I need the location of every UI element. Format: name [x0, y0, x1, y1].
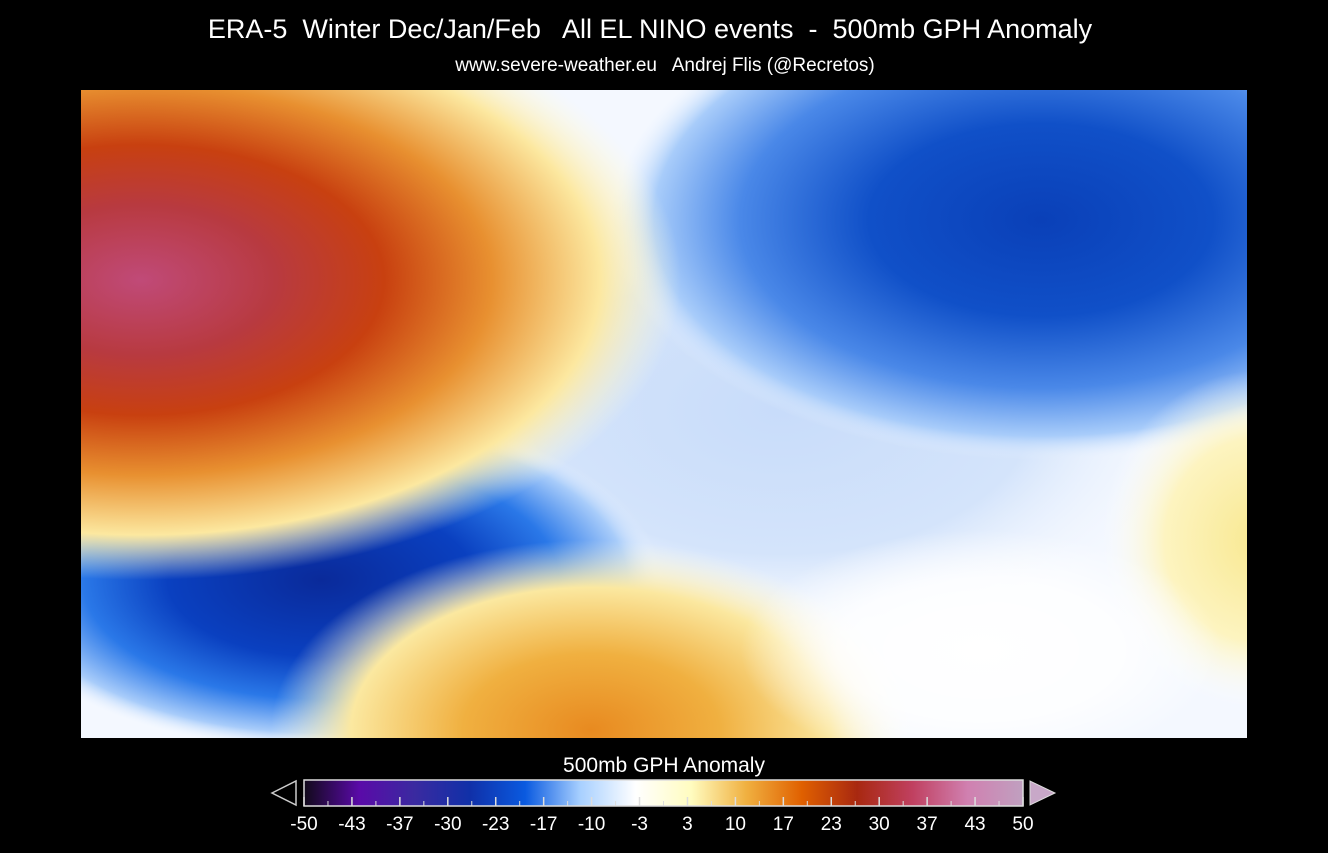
colorbar-over-arrow	[1029, 780, 1057, 806]
colorbar-tick-label: 30	[868, 814, 890, 835]
colorbar-tick-label: 50	[1012, 814, 1034, 835]
middle-east-neutral	[81, 90, 1247, 738]
colorbar-tick-label: -50	[290, 814, 318, 835]
colorbar-tick-label: 17	[772, 814, 794, 835]
chart-title: ERA-5 Winter Dec/Jan/Feb All EL NINO eve…	[207, 14, 1093, 44]
anomaly-map	[81, 90, 1247, 738]
colorbar	[270, 779, 1057, 807]
colorbar-tick-label: 37	[916, 814, 938, 835]
colorbar-tick-label: -37	[386, 814, 414, 835]
colorbar-tick-label: 23	[820, 814, 842, 835]
colorbar-label: 500mb GPH Anomaly	[563, 754, 765, 777]
colorbar-tick-label: 3	[682, 814, 693, 835]
colorbar-tick-label: -10	[577, 814, 606, 835]
colorbar-tick-label: 43	[964, 814, 986, 835]
colorbar-tick-label: 10	[724, 814, 746, 835]
colorbar-under-arrow	[270, 779, 297, 807]
colorbar-tick-label: -30	[434, 814, 462, 835]
chart-subtitle: www.severe-weather.eu Andrej Flis (@Recr…	[455, 55, 875, 76]
colorbar-tick-label: -23	[481, 814, 510, 835]
colorbar-tick-label: -3	[631, 814, 648, 835]
colorbar-tick-label: -43	[338, 814, 366, 835]
colorbar-tick-label: -17	[529, 814, 558, 835]
